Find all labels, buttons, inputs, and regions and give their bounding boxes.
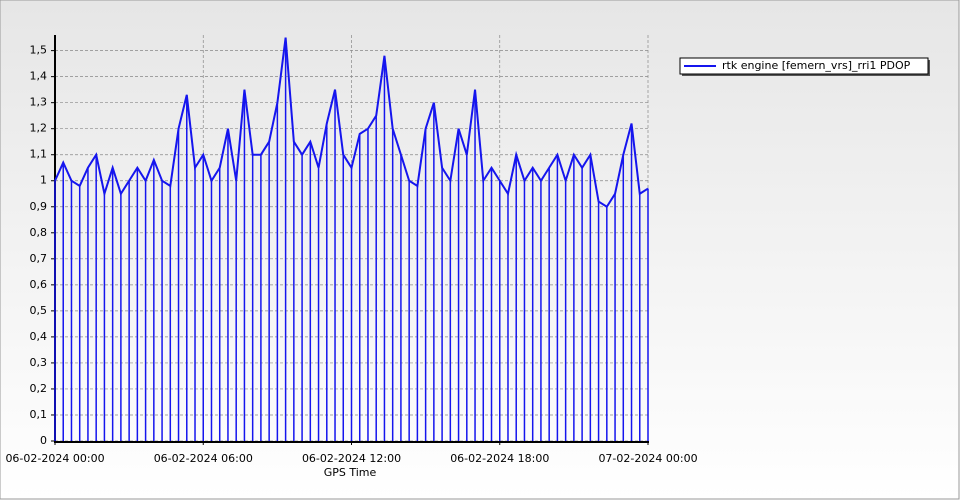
y-tick-label: 0,7 <box>30 252 48 265</box>
y-tick-label: 0,2 <box>30 382 48 395</box>
y-tick-label: 0,6 <box>30 278 48 291</box>
y-tick-label: 1 <box>40 174 47 187</box>
y-tick-label: 1,1 <box>30 148 48 161</box>
x-tick-label: 06-02-2024 06:00 <box>154 452 253 465</box>
y-tick-label: 0,3 <box>30 356 48 369</box>
y-tick-label: 1,2 <box>30 122 48 135</box>
x-tick-label: 07-02-2024 00:00 <box>598 452 697 465</box>
x-tick-label: 06-02-2024 18:00 <box>450 452 549 465</box>
x-axis-label: GPS Time <box>324 466 377 479</box>
y-tick-label: 0,5 <box>30 304 48 317</box>
y-tick-label: 1,4 <box>30 70 48 83</box>
y-tick-label: 0,4 <box>30 330 48 343</box>
y-tick-label: 0,8 <box>30 226 48 239</box>
y-tick-label: 1,3 <box>30 96 48 109</box>
legend-box <box>679 57 929 75</box>
x-tick-label: 06-02-2024 00:00 <box>5 452 104 465</box>
y-tick-label: 1,5 <box>30 44 48 57</box>
y-tick-label: 0,9 <box>30 200 48 213</box>
y-tick-label: 0,1 <box>30 408 48 421</box>
y-tick-label: 0 <box>40 434 47 447</box>
series-line <box>54 37 649 209</box>
legend-label: rtk engine [femern_vrs]_rri1 PDOP <box>722 59 911 72</box>
x-tick-label: 06-02-2024 12:00 <box>302 452 401 465</box>
